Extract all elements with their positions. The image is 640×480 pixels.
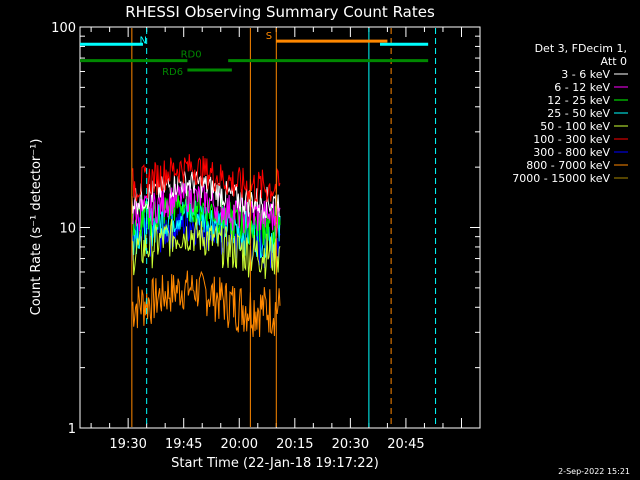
series-line-5 [131, 154, 281, 203]
y-tick-label: 100 [51, 21, 76, 36]
legend-label: 12 - 25 keV [547, 94, 610, 107]
legend-label: 3 - 6 keV [561, 68, 610, 81]
chart-title: RHESSI Observing Summary Count Rates [125, 3, 435, 21]
x-axis-label: Start Time (22-Jan-18 19:17:22) [171, 456, 379, 471]
y-tick-label: 1 [68, 422, 76, 437]
x-tick-label: 20:00 [221, 437, 258, 452]
x-tick-label: 20:15 [276, 437, 313, 452]
legend-label: 50 - 100 keV [540, 120, 610, 133]
legend-label: 25 - 50 keV [547, 107, 610, 120]
flag-label-n: N [140, 35, 147, 46]
legend-label: 7000 - 15000 keV [512, 172, 610, 185]
x-tick-label: 20:30 [332, 437, 369, 452]
x-tick-label: 19:45 [165, 437, 202, 452]
legend-header: Att 0 [601, 55, 627, 68]
legend-label: 6 - 12 keV [554, 81, 610, 94]
flag-label-rd6: RD6 [162, 67, 183, 78]
legend-header: Det 3, FDecim 1, [535, 42, 627, 55]
x-tick-label: 19:30 [109, 437, 146, 452]
series-line-2 [131, 189, 281, 246]
series-line-7 [131, 270, 281, 338]
legend-label: 300 - 800 keV [533, 146, 610, 159]
series-line-1 [131, 182, 281, 237]
legend-label: 800 - 7000 keV [526, 159, 610, 172]
series-line-4 [131, 218, 281, 280]
x-tick-label: 20:45 [387, 437, 424, 452]
footer-date: 2-Sep-2022 15:21 [558, 467, 630, 476]
legend-label: 100 - 300 keV [533, 133, 610, 146]
flag-label-rd0: RD0 [181, 50, 202, 61]
y-axis-label: Count Rate (s⁻¹ detector⁻¹) [29, 139, 44, 316]
plot-area: 1 10 100 19:30 19:45 20:00 20:15 20:30 20:45 N S RD… [51, 21, 481, 452]
flag-label-s: S [266, 31, 272, 42]
y-tick-label: 10 [59, 222, 76, 237]
